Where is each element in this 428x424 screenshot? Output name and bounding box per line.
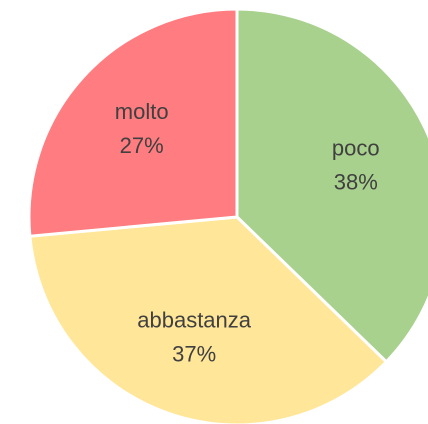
slice-value-label: 38% xyxy=(334,170,378,195)
slice-value-label: 37% xyxy=(172,341,216,366)
pie-slice xyxy=(28,215,389,424)
slice-label: abbastanza xyxy=(137,307,252,332)
pie-slice xyxy=(235,7,428,364)
slice-label: poco xyxy=(332,136,380,161)
slice-value-label: 27% xyxy=(120,133,164,158)
pie-slice xyxy=(27,7,239,238)
slice-label: molto xyxy=(115,99,169,124)
